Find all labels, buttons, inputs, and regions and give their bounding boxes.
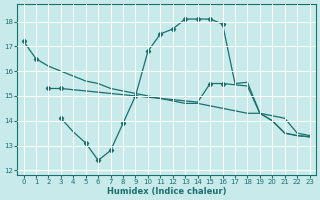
X-axis label: Humidex (Indice chaleur): Humidex (Indice chaleur) [107, 187, 226, 196]
